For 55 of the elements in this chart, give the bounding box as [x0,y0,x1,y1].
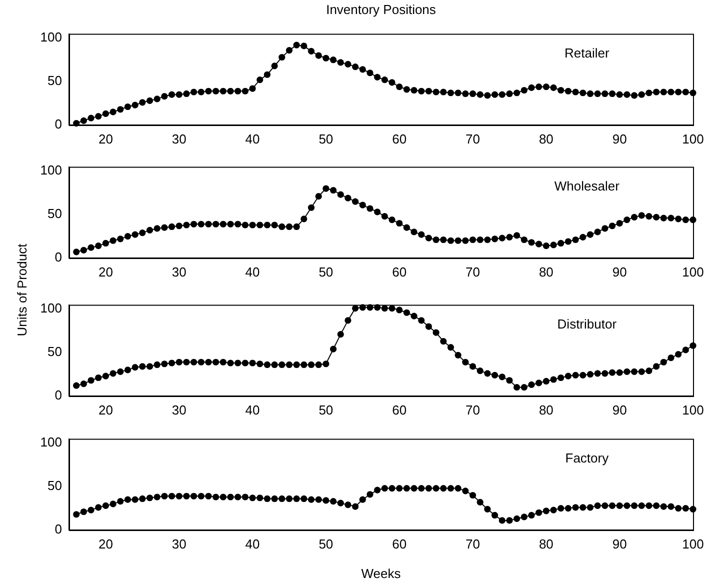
x-tick-label: 20 [98,402,113,418]
x-tick-label: 80 [538,402,554,418]
y-tick-label: 0 [54,250,62,265]
x-tick-label: 40 [245,131,260,146]
x-tick-label: 60 [392,536,407,552]
x-tick-label: 100 [682,402,704,418]
x-axis-title: Weeks [360,566,402,581]
x-tick-label: 50 [318,536,334,552]
y-tick-label: 50 [48,344,62,360]
x-tick-label: 20 [98,131,113,146]
x-tick-label: 70 [466,131,480,146]
x-tick-label: 50 [318,131,334,146]
x-tick-label: 20 [98,264,113,280]
annotation: Wholesaler [554,178,620,194]
y-axis-title: Units of Product [14,244,30,336]
x-tick-label: 40 [245,402,260,418]
y-tick-label: 0 [54,116,62,132]
x-tick-label: 80 [538,264,554,280]
x-tick-label: 40 [245,264,260,280]
x-tick-label: 50 [318,264,334,280]
x-tick-label: 90 [612,131,627,146]
x-tick-label: 50 [318,402,334,418]
x-tick-label: 40 [245,536,260,552]
y-tick-label: 0 [54,522,62,537]
x-tick-label: 60 [392,131,407,146]
y-tick-label: 100 [40,30,62,45]
x-tick-label: 80 [538,131,554,146]
annotation: Distributor [557,316,618,332]
chart-title: Inventory Positions [325,2,437,17]
annotation: Retailer [564,45,610,60]
x-tick-label: 70 [466,264,480,280]
y-tick-label: 100 [40,162,62,178]
x-tick-label: 100 [682,131,704,146]
x-tick-label: 30 [172,536,186,552]
x-tick-label: 90 [612,536,627,552]
x-tick-label: 100 [682,536,704,552]
x-tick-label: 90 [612,264,627,280]
y-tick-label: 100 [40,300,62,316]
x-tick-label: 80 [538,536,554,552]
x-tick-label: 60 [392,264,407,280]
x-tick-label: 70 [466,536,480,552]
y-tick-label: 50 [48,73,62,88]
x-tick-label: 100 [682,264,704,280]
y-tick-label: 0 [54,388,62,403]
annotation: Factory [565,450,610,466]
y-tick-label: 100 [40,434,62,450]
x-tick-label: 20 [98,536,113,552]
x-tick-label: 30 [172,264,186,280]
x-tick-label: 30 [172,131,186,146]
x-tick-label: 30 [172,402,186,418]
y-tick-label: 50 [48,478,62,494]
x-tick-label: 60 [392,402,407,418]
x-tick-label: 90 [612,402,627,418]
x-tick-label: 70 [466,402,480,418]
y-tick-label: 50 [48,206,62,222]
